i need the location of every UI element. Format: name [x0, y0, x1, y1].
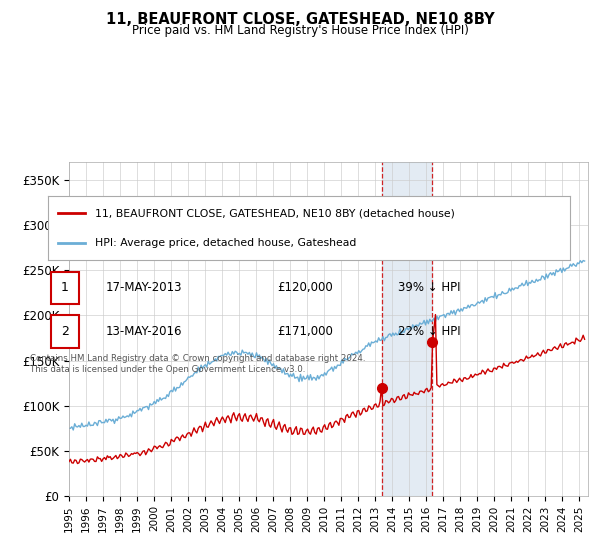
- FancyBboxPatch shape: [50, 272, 79, 304]
- Text: 1: 1: [373, 201, 381, 214]
- Text: 13-MAY-2016: 13-MAY-2016: [106, 325, 182, 338]
- Text: £120,000: £120,000: [278, 281, 334, 295]
- Text: HPI: Average price, detached house, Gateshead: HPI: Average price, detached house, Gate…: [95, 238, 356, 248]
- Text: Contains HM Land Registry data © Crown copyright and database right 2024.
This d: Contains HM Land Registry data © Crown c…: [30, 354, 365, 374]
- Text: 11, BEAUFRONT CLOSE, GATESHEAD, NE10 8BY (detached house): 11, BEAUFRONT CLOSE, GATESHEAD, NE10 8BY…: [95, 208, 455, 218]
- Text: 17-MAY-2013: 17-MAY-2013: [106, 281, 182, 295]
- FancyBboxPatch shape: [50, 315, 79, 348]
- Bar: [382, 162, 433, 496]
- Text: 22% ↓ HPI: 22% ↓ HPI: [398, 325, 460, 338]
- Text: £171,000: £171,000: [278, 325, 334, 338]
- Text: 2: 2: [61, 325, 68, 338]
- Text: 11, BEAUFRONT CLOSE, GATESHEAD, NE10 8BY: 11, BEAUFRONT CLOSE, GATESHEAD, NE10 8BY: [106, 12, 494, 27]
- Text: 1: 1: [61, 281, 68, 295]
- Text: 39% ↓ HPI: 39% ↓ HPI: [398, 281, 460, 295]
- Text: Price paid vs. HM Land Registry's House Price Index (HPI): Price paid vs. HM Land Registry's House …: [131, 24, 469, 36]
- Text: 2: 2: [434, 201, 442, 214]
